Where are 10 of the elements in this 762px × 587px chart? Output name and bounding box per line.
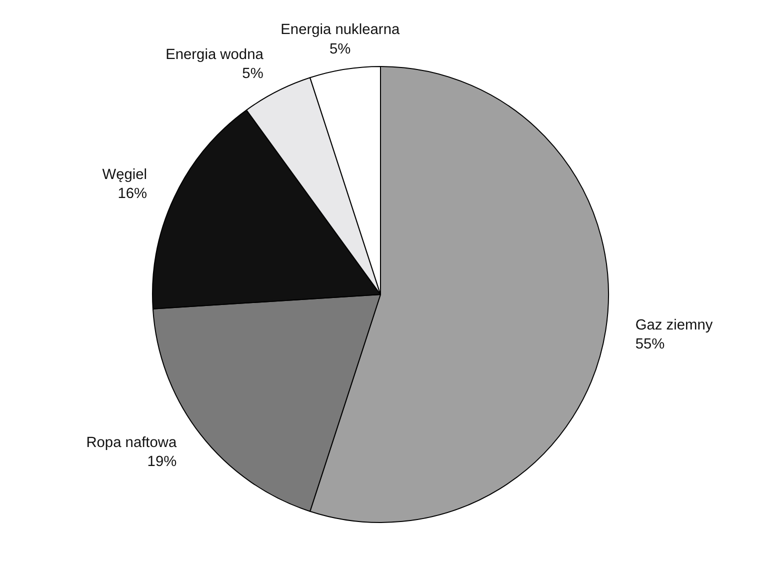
data-label: 19%	[147, 454, 177, 470]
slice-label: Energia nuklearna	[280, 22, 400, 38]
slice-label: Ropa naftowa	[86, 435, 178, 452]
data-label: 5%	[330, 41, 351, 58]
slice-label: Energia wodna	[166, 47, 264, 64]
slice-label: Gaz ziemny	[635, 317, 714, 334]
data-label: 5%	[242, 66, 264, 82]
slice-label: Węgiel	[102, 167, 148, 184]
data-label: 16%	[118, 186, 148, 202]
data-label: 55%	[635, 336, 665, 352]
